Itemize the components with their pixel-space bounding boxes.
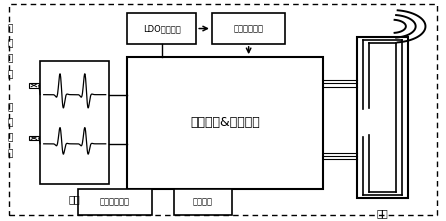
Bar	[29, 136, 39, 141]
Text: 时钟电路: 时钟电路	[193, 197, 213, 206]
Bar	[357, 37, 408, 198]
Text: 天线: 天线	[376, 209, 388, 219]
Bar	[78, 189, 152, 215]
Text: 上电复位电路: 上电复位电路	[100, 197, 130, 206]
Text: 输: 输	[7, 55, 12, 64]
Text: 入: 入	[7, 149, 12, 158]
Bar	[212, 13, 285, 44]
Text: 无线刺激&采集芯片: 无线刺激&采集芯片	[190, 116, 260, 130]
Text: 电源管理电路: 电源管理电路	[234, 24, 264, 33]
Bar	[174, 189, 232, 215]
Text: 刺: 刺	[7, 24, 12, 33]
Text: 采: 采	[7, 103, 12, 112]
Bar	[127, 13, 196, 44]
Bar	[127, 57, 323, 189]
Text: 集: 集	[7, 118, 12, 128]
Text: LDO稳压电路: LDO稳压电路	[143, 24, 181, 33]
Text: 出: 出	[7, 70, 12, 79]
Bar	[29, 83, 39, 88]
Text: 激: 激	[7, 39, 12, 48]
Bar	[40, 61, 109, 184]
Text: 输: 输	[7, 134, 12, 143]
Text: 电极: 电极	[69, 194, 81, 204]
